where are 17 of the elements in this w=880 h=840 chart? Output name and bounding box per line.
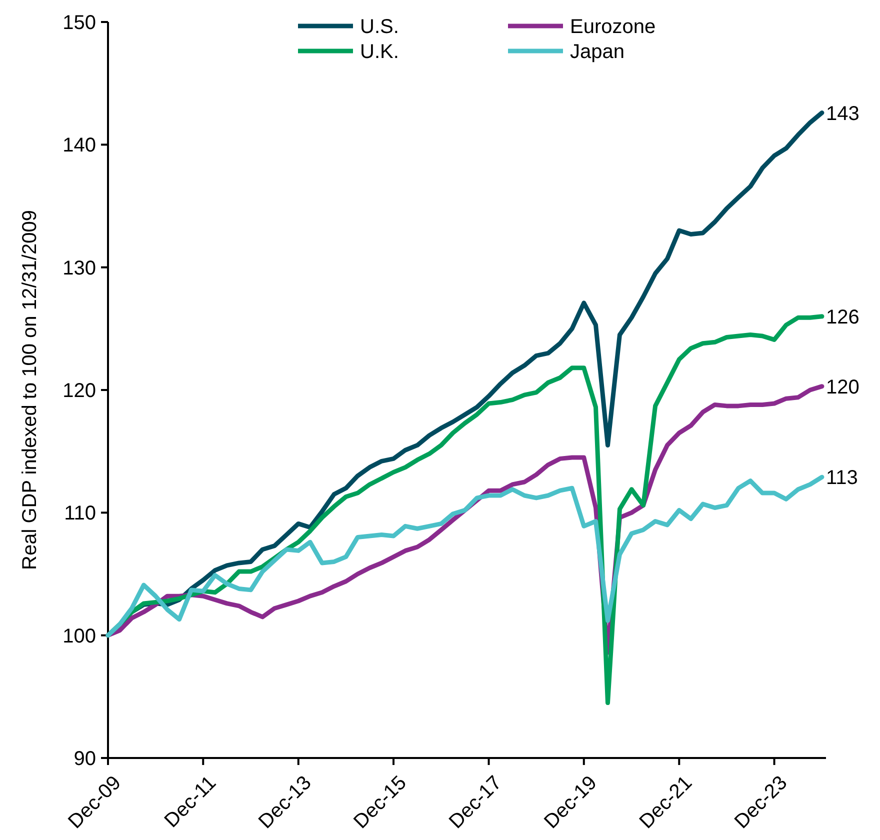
legend-label: Eurozone xyxy=(570,16,656,38)
legend-label: U.K. xyxy=(360,41,399,63)
y-tick-label: 100 xyxy=(62,625,96,648)
annotation: 113 xyxy=(826,467,858,490)
y-tick-label: 150 xyxy=(62,12,96,34)
legend-label: Japan xyxy=(570,41,624,63)
annotation: 143 xyxy=(826,102,860,125)
line-series xyxy=(106,474,824,638)
y-tick-label: 130 xyxy=(62,257,96,280)
y-axis-title: Real GDP indexed to 100 on 12/31/2009 xyxy=(19,210,41,570)
y-tick-label: 140 xyxy=(62,134,96,157)
legend-label: U.S. xyxy=(360,16,399,38)
annotation: 120 xyxy=(826,376,860,398)
y-tick-label: 110 xyxy=(64,502,96,525)
y-tick-label: 120 xyxy=(62,380,96,402)
annotation: 126 xyxy=(826,306,860,328)
y-tick-label: 90 xyxy=(74,748,96,770)
